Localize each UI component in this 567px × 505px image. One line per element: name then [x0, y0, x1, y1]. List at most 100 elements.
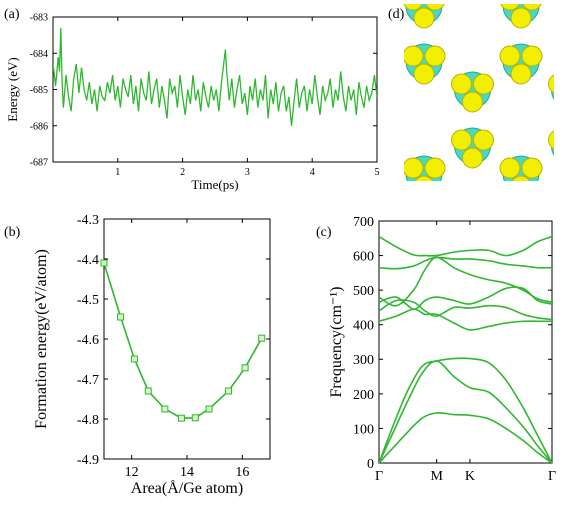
yellow-lobe [317, 8, 337, 28]
yellow-lobe [306, 382, 326, 402]
panel-label-a: (a) [4, 7, 20, 22]
y-tick-label: -685 [30, 85, 48, 96]
yellow-lobe [317, 64, 337, 84]
yellow-lobe [269, 316, 289, 336]
cyan-lobe [212, 44, 248, 80]
panel-c: (c) 0 100 200 300 400 500 600 700 Γ M K Γ Frequency(… [316, 215, 556, 484]
cyan-lobe [261, 128, 297, 164]
yellow-lobe [462, 428, 482, 448]
yellow-lobe [269, 260, 289, 280]
yellow-lobe [269, 148, 289, 168]
yellow-lobe [472, 73, 494, 95]
y-tick-label: 100 [353, 422, 374, 437]
data-point [117, 313, 125, 321]
cyan-lobe [406, 212, 442, 248]
x-tick-label: 2 [180, 167, 185, 178]
x-tick-label: Γ [548, 469, 556, 484]
cyan-lobe [503, 212, 539, 248]
yellow-lobe [559, 260, 567, 280]
yellow-lobe [473, 466, 493, 486]
series-line-5 [379, 299, 552, 321]
y-tick-label: 700 [353, 215, 374, 230]
yellow-lobe [306, 0, 326, 10]
yellow-lobe [231, 326, 251, 346]
yellow-lobe [425, 382, 445, 402]
yellow-lobe [521, 45, 543, 67]
x-tick-label: 16 [235, 465, 249, 480]
cyan-lobe [212, 324, 248, 360]
x-tick-label: 4 [310, 167, 315, 178]
yellow-lobe [559, 484, 567, 504]
cyan-lobe [261, 408, 297, 444]
series-line-1 [379, 411, 552, 463]
yellow-lobe [548, 410, 567, 430]
cyan-lobe [503, 324, 539, 360]
yellow-lobe [500, 214, 520, 234]
y-tick-label: 400 [353, 319, 374, 334]
formation-energy-plot: -4.3 -4.4 -4.5 -4.6 -4.7 -4.8 -4.9 12 14 16Area(Å… [33, 213, 271, 497]
x-tick-label: Γ [375, 469, 383, 484]
data-point [205, 405, 213, 413]
yellow-lobe [510, 63, 532, 85]
cyan-lobe [551, 408, 567, 444]
panel-b: (b) -4.3 -4.4 -4.5 -4.6 -4.7 -4.8 -4.9 12 14 16Ar… [4, 213, 271, 497]
yellow-lobe [220, 8, 240, 28]
yellow-lobe [209, 214, 229, 234]
panel-label-c: (c) [316, 225, 332, 240]
data-point [225, 387, 232, 395]
cyan-lobe [406, 324, 442, 360]
y-tick-label: 300 [353, 353, 374, 368]
yellow-lobe [220, 344, 240, 364]
yellow-lobe [413, 63, 435, 85]
yellow-lobe [377, 410, 397, 430]
plot-frame [378, 220, 553, 464]
panel-a: (a) -683 -684 -685 -686 -687 1 2 3 4 5 Time(ps) Ene… [4, 7, 380, 192]
y-tick-label: -684 [30, 49, 48, 60]
x-axis-label: Time(ps) [191, 177, 238, 192]
yellow-lobe [328, 0, 348, 10]
yellow-lobe [231, 214, 251, 234]
yellow-lobe [306, 326, 326, 346]
yellow-lobe [269, 428, 289, 448]
yellow-lobe [404, 45, 424, 67]
yellow-lobe [462, 316, 482, 336]
cyan-lobe [551, 240, 567, 276]
data-point [161, 405, 169, 413]
series-line-1 [53, 27, 377, 126]
x-tick-label: M [430, 469, 443, 484]
yellow-lobe [500, 326, 520, 346]
data-point [100, 259, 108, 267]
series-line-1 [104, 262, 263, 420]
yellow-lobe [425, 326, 445, 346]
yellow-lobe [547, 74, 554, 94]
y-tick-label: -4.3 [77, 213, 99, 228]
data-point [130, 355, 138, 363]
yellow-lobe [306, 46, 326, 66]
y-tick-label: -4.9 [77, 453, 99, 468]
y-axis-label: Energy (eV) [5, 57, 20, 121]
phonon-dispersion-plot: 0 100 200 300 400 500 600 700 Γ M K Γ Frequency(cm⁻¹… [328, 215, 556, 484]
yellow-lobe [280, 466, 300, 486]
yellow-lobe [522, 4, 542, 11]
yellow-lobe [499, 157, 521, 179]
cyan-lobe [358, 128, 394, 164]
cyan-lobe [212, 380, 248, 416]
yellow-lobe [355, 298, 375, 318]
yellow-lobe [521, 157, 543, 179]
yellow-lobe [511, 232, 531, 252]
cyan-lobe [309, 0, 345, 24]
x-tick-label: 5 [375, 167, 380, 178]
yellow-lobe [510, 7, 532, 29]
yellow-lobe [450, 129, 472, 151]
series-line-3 [379, 357, 552, 463]
yellow-lobe [559, 428, 567, 448]
yellow-lobe [403, 382, 423, 402]
yellow-lobe [220, 232, 240, 252]
yellow-lobe [366, 148, 386, 168]
x-tick-label: 3 [245, 167, 250, 178]
yellow-lobe [548, 242, 567, 262]
yellow-lobe [403, 214, 423, 234]
yellow-lobe [461, 91, 483, 113]
series-line-6 [379, 286, 552, 310]
